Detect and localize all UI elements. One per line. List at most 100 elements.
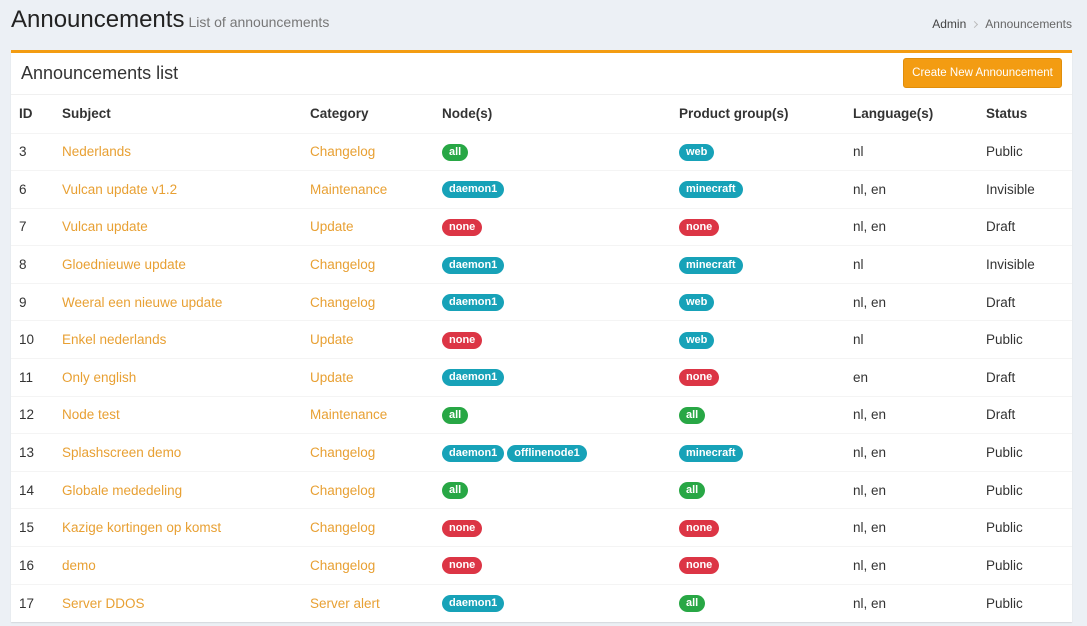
subject-link[interactable]: Vulcan update	[54, 207, 302, 246]
badge: none	[442, 218, 483, 236]
nodes-cell: none	[434, 508, 671, 547]
subject-link[interactable]: Vulcan update v1.2	[54, 170, 302, 209]
languages-cell: en	[845, 358, 978, 397]
subject-link[interactable]: Only english	[54, 358, 302, 397]
id-cell: 14	[11, 470, 54, 509]
category-link[interactable]: Changelog	[302, 433, 434, 472]
status-cell: Draft	[978, 395, 1072, 434]
id-cell: 15	[11, 508, 54, 547]
nodes-cell: all	[434, 132, 671, 171]
nodes-cell: daemon1	[434, 282, 671, 321]
category-link[interactable]: Changelog	[302, 245, 434, 284]
badge: none	[679, 557, 720, 575]
subject-link[interactable]: Gloednieuwe update	[54, 245, 302, 284]
subject-link[interactable]: Nederlands	[54, 132, 302, 171]
status-cell: Public	[978, 132, 1072, 171]
category-link[interactable]: Changelog	[302, 470, 434, 509]
subject-link[interactable]: Splashscreen demo	[54, 433, 302, 472]
nodes-cell: none	[434, 207, 671, 246]
groups-cell: all	[671, 583, 845, 622]
breadcrumb: Admin Announcements	[932, 17, 1072, 31]
nodes-cell: all	[434, 395, 671, 434]
category-link[interactable]: Maintenance	[302, 395, 434, 434]
badge: all	[442, 406, 469, 424]
column-header[interactable]: Node(s)	[434, 95, 671, 134]
languages-cell: nl, en	[845, 508, 978, 547]
badge: none	[679, 369, 720, 387]
groups-cell: minecraft	[671, 170, 845, 209]
header-row: ID Subject Category Node(s) Product group(s)…	[11, 95, 1072, 134]
category-link[interactable]: Update	[302, 207, 434, 246]
breadcrumb-link[interactable]: Admin	[932, 17, 967, 31]
category-link[interactable]: Changelog	[302, 132, 434, 171]
groups-cell: web	[671, 320, 845, 359]
badge: daemon1	[442, 369, 505, 387]
category-link[interactable]: Update	[302, 358, 434, 397]
languages-cell: nl, en	[845, 583, 978, 622]
subject-link[interactable]: Server DDOS	[54, 583, 302, 622]
category-link[interactable]: Update	[302, 320, 434, 359]
category-link[interactable]: Server alert	[302, 583, 434, 622]
subject-link[interactable]: Weeral een nieuwe update	[54, 282, 302, 321]
breadcrumb-separator	[971, 20, 979, 29]
column-header[interactable]: ID	[11, 95, 54, 134]
category-link[interactable]: Changelog	[302, 282, 434, 321]
nodes-cell: none	[434, 546, 671, 585]
category-link[interactable]: Changelog	[302, 508, 434, 547]
category-link[interactable]: Maintenance	[302, 170, 434, 209]
languages-cell: nl	[845, 320, 978, 359]
id-cell: 8	[11, 245, 54, 284]
id-cell: 17	[11, 583, 54, 622]
breadcrumb-current: Announcements	[985, 17, 1072, 31]
badge: daemon1	[442, 181, 505, 199]
create-button[interactable]: Create New Announcement	[903, 58, 1062, 88]
nodes-cell: daemon1	[434, 358, 671, 397]
category-link[interactable]: Changelog	[302, 546, 434, 585]
badge: all	[679, 482, 706, 500]
badge: web	[679, 294, 715, 312]
id-cell: 3	[11, 132, 54, 171]
column-header[interactable]: Subject	[54, 95, 302, 134]
table-row: 14 Globale mededeling Changelog all all nl, e…	[11, 470, 1072, 509]
status-cell: Public	[978, 508, 1072, 547]
badge: minecraft	[679, 256, 743, 274]
groups-cell: minecraft	[671, 433, 845, 472]
badge: web	[679, 331, 715, 349]
announcements-box: Announcements list Create New Announceme…	[11, 50, 1072, 622]
languages-cell: nl, en	[845, 207, 978, 246]
badge: none	[442, 519, 483, 537]
column-header[interactable]: Product group(s)	[671, 95, 845, 134]
groups-cell: web	[671, 132, 845, 171]
status-cell: Public	[978, 433, 1072, 472]
subject-link[interactable]: demo	[54, 546, 302, 585]
column-header[interactable]: Category	[302, 95, 434, 134]
column-header[interactable]: Status	[978, 95, 1072, 134]
badge: daemon1	[442, 256, 505, 274]
status-cell: Public	[978, 470, 1072, 509]
id-cell: 6	[11, 170, 54, 209]
languages-cell: nl, en	[845, 470, 978, 509]
table-row: 3 Nederlands Changelog all web nl Public	[11, 132, 1072, 171]
badge: none	[442, 331, 483, 349]
status-cell: Invisible	[978, 245, 1072, 284]
subject-link[interactable]: Enkel nederlands	[54, 320, 302, 359]
subject-link[interactable]: Globale mededeling	[54, 470, 302, 509]
box-title: Announcements list	[21, 63, 179, 83]
groups-cell: all	[671, 395, 845, 434]
languages-cell: nl	[845, 245, 978, 284]
subject-link[interactable]: Node test	[54, 395, 302, 434]
id-cell: 11	[11, 358, 54, 397]
page-header: Announcements List of announcements	[11, 6, 329, 34]
badge: minecraft	[679, 181, 743, 199]
status-cell: Public	[978, 320, 1072, 359]
table-row: 11 Only english Update daemon1 none en Draft	[11, 358, 1072, 397]
nodes-cell: none	[434, 320, 671, 359]
groups-cell: all	[671, 470, 845, 509]
id-cell: 13	[11, 433, 54, 472]
column-header[interactable]: Language(s)	[845, 95, 978, 134]
table-row: 15 Kazige kortingen op komst Changelog none…	[11, 508, 1072, 547]
table-row: 16 demo Changelog none none nl, en Public	[11, 546, 1072, 585]
groups-cell: minecraft	[671, 245, 845, 284]
id-cell: 16	[11, 546, 54, 585]
subject-link[interactable]: Kazige kortingen op komst	[54, 508, 302, 547]
